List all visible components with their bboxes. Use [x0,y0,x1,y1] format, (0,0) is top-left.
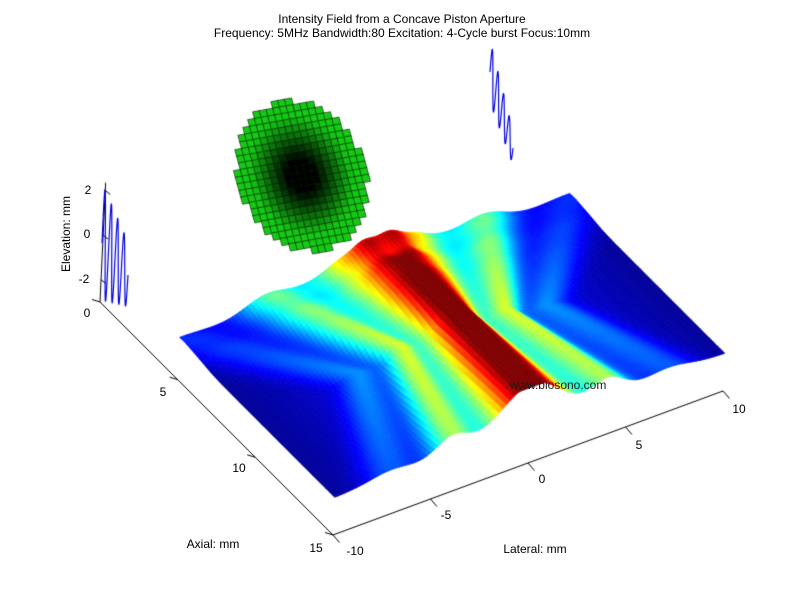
chart-title: Intensity Field from a Concave Piston Ap… [278,12,526,26]
elevation-tick-label: -2 [78,272,90,286]
axial-tick-label: 5 [159,385,167,399]
lateral-tick-label: -5 [440,508,452,522]
elevation-axis-label: Elevation: mm [59,195,73,273]
watermark-text: www.biosono.com [509,378,607,392]
elevation-tick-label: 0 [83,227,91,241]
lateral-axis-label: Lateral: mm [503,542,567,556]
axial-tick-label: 10 [232,461,246,475]
elevation-tick-label: 2 [84,183,92,197]
lateral-tick-label: 0 [538,472,546,486]
axial-tick-label: 0 [83,306,91,320]
axial-axis-label: Axial: mm [186,537,240,551]
axial-tick-label: 15 [309,541,323,555]
lateral-tick-label: 5 [635,438,643,452]
lateral-tick-label: 10 [732,402,746,416]
chart-subtitle: Frequency: 5MHz Bandwidth:80 Excitation:… [213,26,591,40]
lateral-tick-label: -10 [346,544,364,558]
